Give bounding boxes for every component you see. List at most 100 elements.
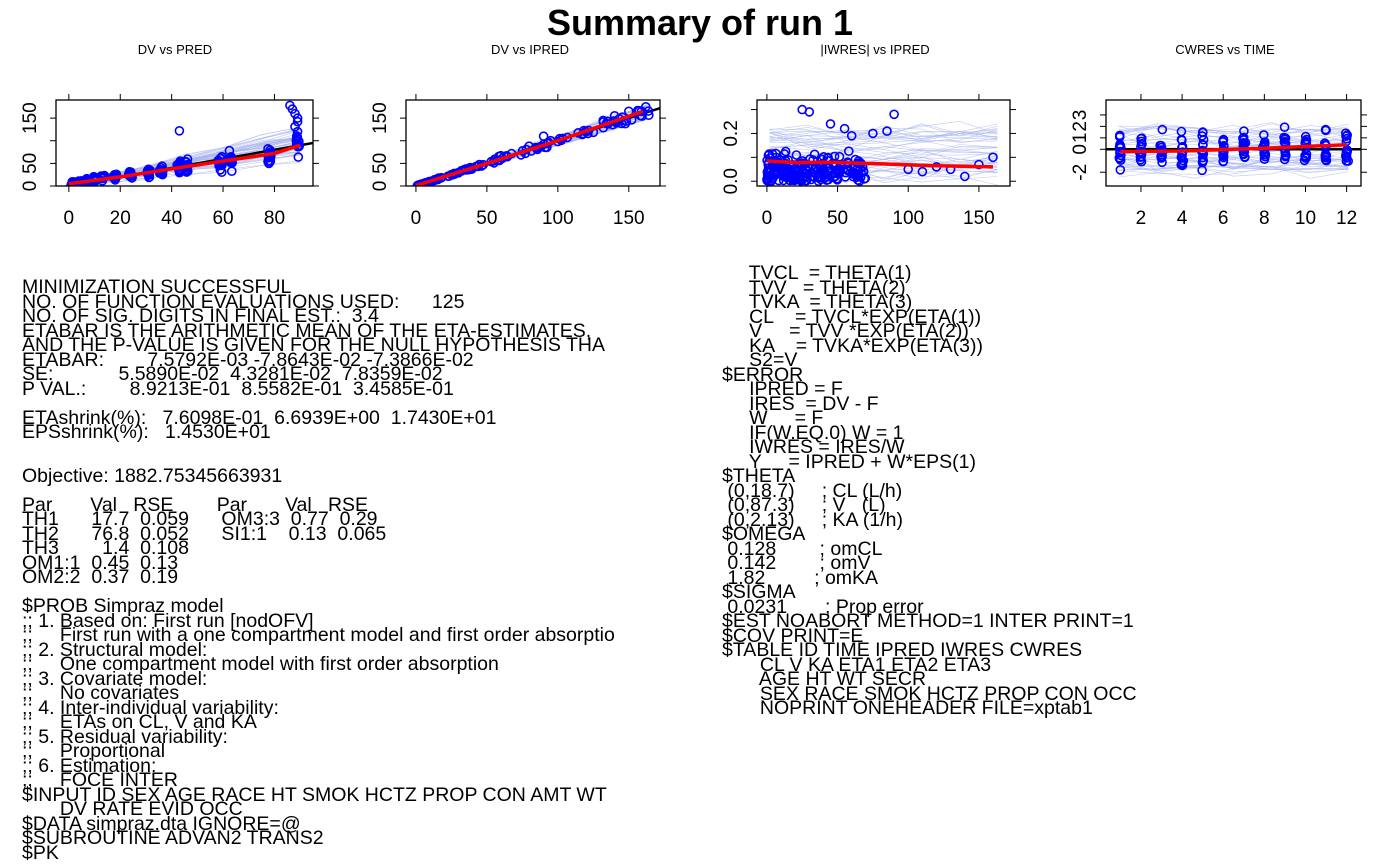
y-tick-label: 150 bbox=[370, 102, 391, 134]
data-point bbox=[1259, 141, 1269, 151]
data-point bbox=[809, 149, 820, 160]
data-point bbox=[763, 163, 774, 174]
smooth-line bbox=[766, 159, 994, 169]
data-point bbox=[791, 150, 802, 160]
data-point bbox=[1342, 130, 1352, 140]
data-point bbox=[1157, 124, 1168, 135]
individual-line bbox=[769, 140, 998, 155]
data-point bbox=[843, 146, 854, 156]
data-point bbox=[538, 131, 549, 141]
data-point bbox=[1136, 156, 1147, 167]
x-tick-label: 12 bbox=[1336, 208, 1357, 229]
plot-frame bbox=[55, 99, 314, 187]
x-tick-label: 50 bbox=[827, 208, 848, 229]
data-point bbox=[1300, 131, 1311, 142]
y-tick-label: 0 bbox=[370, 181, 391, 192]
individual-line bbox=[769, 140, 998, 152]
data-point bbox=[1198, 155, 1209, 166]
data-point bbox=[846, 131, 857, 141]
plot-area bbox=[1106, 122, 1361, 179]
data-point bbox=[1259, 130, 1269, 140]
x-tick-label: 8 bbox=[1259, 208, 1270, 229]
data-point bbox=[804, 107, 815, 117]
individual-line bbox=[1118, 166, 1349, 175]
data-point bbox=[778, 175, 789, 186]
individual-line bbox=[1118, 122, 1349, 135]
data-point bbox=[959, 171, 970, 182]
y-tick-label: 3 bbox=[1070, 110, 1091, 121]
data-point bbox=[292, 126, 303, 137]
x-tick-label: 40 bbox=[161, 208, 182, 229]
x-tick-label: 0 bbox=[411, 208, 422, 229]
y-tick-label: 0 bbox=[1070, 144, 1091, 155]
individual-line bbox=[769, 125, 998, 142]
data-point bbox=[1240, 152, 1250, 163]
data-point bbox=[1218, 152, 1229, 163]
plot-title: |IWRES| vs IPRED bbox=[820, 42, 929, 57]
data-point bbox=[1176, 126, 1187, 137]
plot-dv_ipred: DV vs IPRED 0 50 100 150 0 50 150 bbox=[370, 42, 666, 229]
data-point bbox=[792, 174, 803, 184]
data-point bbox=[1115, 132, 1125, 142]
data-point bbox=[1259, 154, 1270, 164]
plot-area bbox=[61, 100, 313, 186]
individual-line bbox=[1118, 162, 1349, 171]
plot-dv_pred: DV vs PRED 0 20 40 60 80 0 50 150 bbox=[20, 42, 319, 229]
y-tick-label: 0 bbox=[20, 181, 41, 192]
x-tick-label: 6 bbox=[1218, 208, 1229, 229]
page-title: Summary of run 1 bbox=[546, 2, 854, 43]
smooth-line bbox=[1120, 142, 1347, 154]
data-point bbox=[1157, 157, 1167, 168]
y-tick-label: 50 bbox=[20, 153, 41, 174]
data-point bbox=[290, 121, 300, 132]
x-tick-label: 100 bbox=[892, 208, 924, 229]
individual-line bbox=[769, 129, 998, 142]
plot-frame bbox=[1105, 99, 1362, 187]
data-point bbox=[1198, 127, 1208, 138]
data-point bbox=[1341, 156, 1352, 166]
data-point bbox=[848, 171, 859, 182]
smooth-line bbox=[415, 109, 644, 186]
individual-line bbox=[769, 149, 998, 164]
data-point bbox=[834, 168, 844, 179]
x-tick-label: 150 bbox=[963, 208, 995, 229]
data-point bbox=[292, 113, 303, 123]
x-tick-label: 100 bbox=[542, 208, 574, 229]
y-tick-label: 150 bbox=[20, 102, 41, 134]
data-point bbox=[1156, 153, 1167, 163]
plot-frame bbox=[756, 99, 1011, 187]
individual-line bbox=[1118, 157, 1349, 170]
data-point bbox=[974, 159, 984, 170]
data-point bbox=[829, 151, 840, 162]
data-point bbox=[1198, 134, 1209, 145]
data-point bbox=[854, 176, 865, 186]
data-point bbox=[1197, 165, 1207, 176]
data-point bbox=[292, 116, 303, 127]
individual-line bbox=[769, 136, 998, 144]
individual-line bbox=[769, 132, 998, 149]
x-tick-label: 20 bbox=[110, 208, 131, 229]
data-point bbox=[1218, 156, 1229, 166]
run-output-text: MINIMIZATION SUCCESSFUL NO. OF FUNCTION … bbox=[22, 276, 615, 864]
individual-line bbox=[769, 143, 998, 159]
data-point bbox=[1320, 152, 1331, 162]
data-point bbox=[868, 128, 878, 139]
x-tick-label: 0 bbox=[64, 208, 75, 229]
data-point bbox=[764, 176, 774, 186]
data-point bbox=[293, 152, 304, 162]
individual-line bbox=[1118, 153, 1349, 168]
y-tick-label: 0.0 bbox=[721, 168, 742, 194]
data-point bbox=[882, 126, 892, 136]
x-tick-label: 2 bbox=[1136, 208, 1147, 229]
data-point bbox=[806, 171, 817, 182]
data-point bbox=[1176, 160, 1186, 170]
data-point bbox=[291, 131, 302, 141]
data-point bbox=[853, 156, 864, 166]
individual-line bbox=[1118, 125, 1349, 136]
data-point bbox=[813, 164, 824, 175]
data-point bbox=[1239, 126, 1249, 136]
data-point bbox=[1280, 151, 1291, 161]
data-point bbox=[1218, 134, 1229, 145]
plot-frame bbox=[405, 99, 661, 187]
